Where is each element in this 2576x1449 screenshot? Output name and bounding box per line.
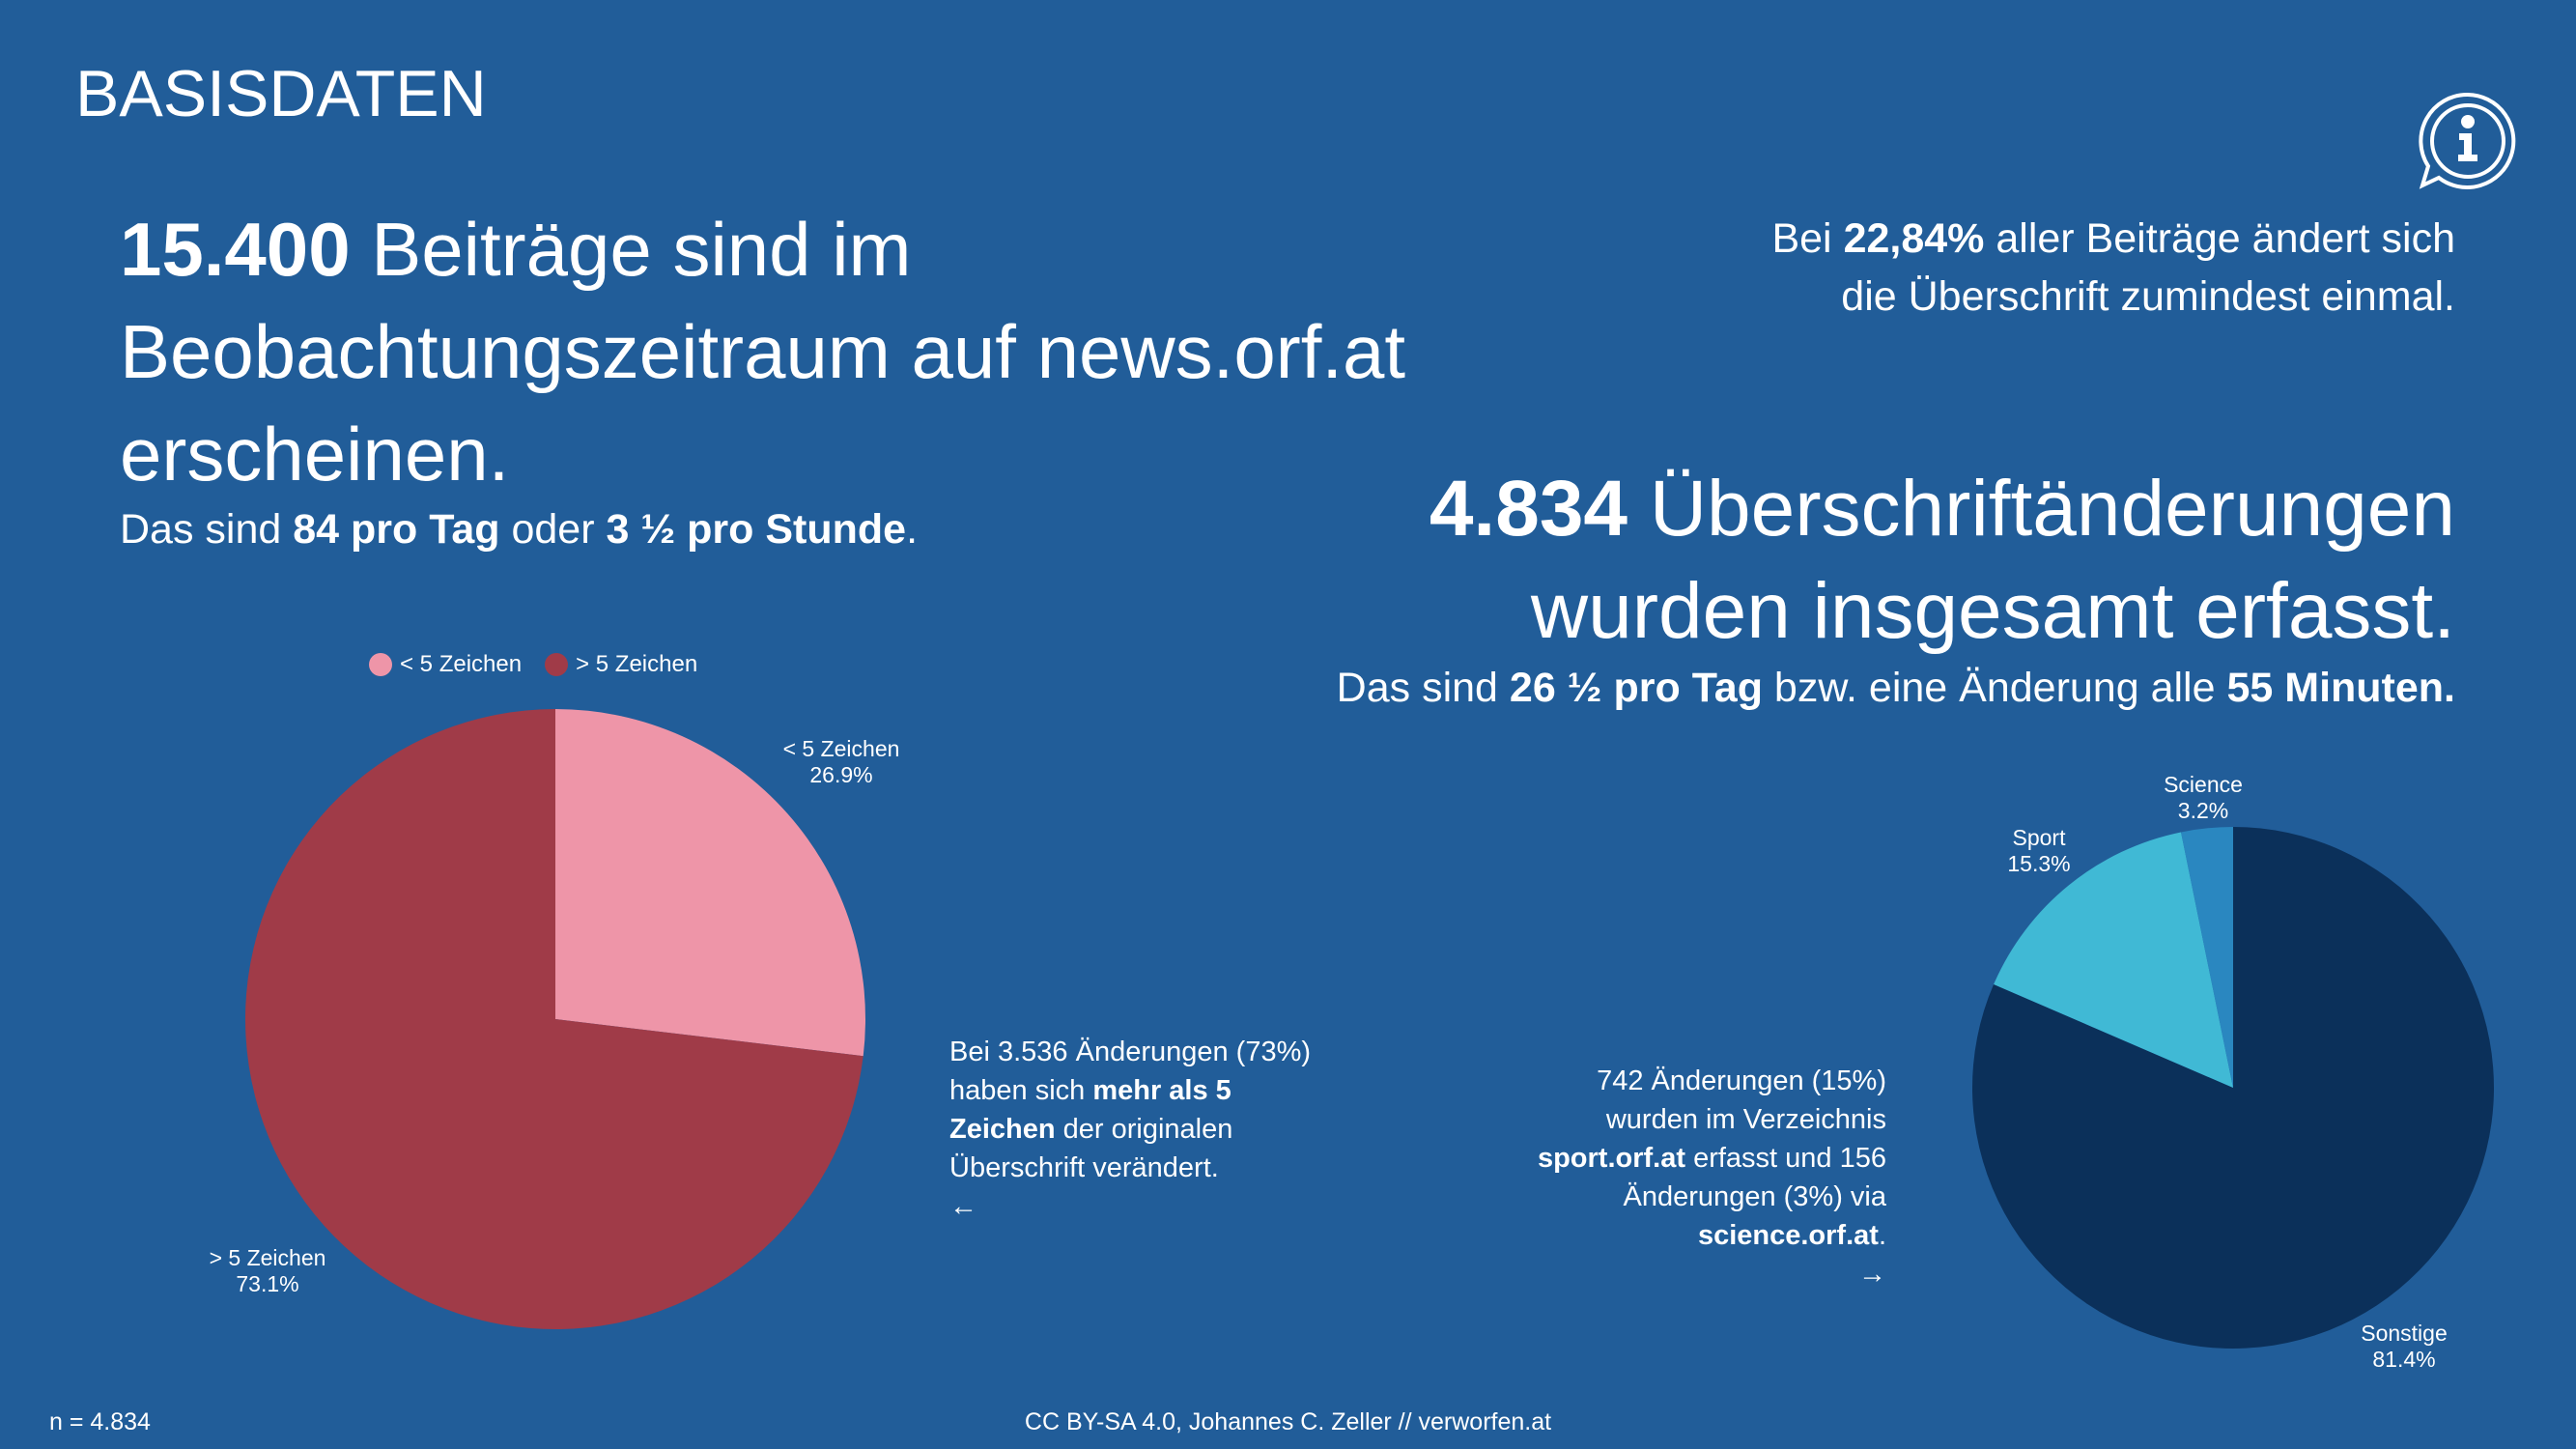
changes-subline: Das sind 26 ½ pro Tag bzw. eine Änderung… [1336,665,2455,711]
slice-label-sport: Sport 15.3% [2007,825,2071,876]
info-speech-bubble-icon [2415,89,2521,195]
license-link[interactable]: CC BY-SA 4.0 [1024,1408,1176,1435]
slice-label-small-changes: < 5 Zeichen 26.9% [782,736,900,787]
page-title: BASISDATEN [75,57,487,130]
change-rate-text: Bei 22,84% aller Beiträge ändert sich di… [1771,215,2455,320]
sample-size: n = 4.834 [49,1408,151,1435]
arrow-right-icon: → [1858,1259,1886,1290]
posts-subline: Das sind 84 pro Tag oder 3 ½ pro Stunde. [120,506,919,553]
changes-headline: 4.834 Überschriftänderungen wurden insge… [1429,465,2455,655]
footer-credit: CC BY-SA 4.0, Johannes C. Zeller // verw… [1024,1408,1552,1435]
pie-slice-5-zeichen [555,709,866,1057]
left-note: Bei 3.536 Änderungen (73%) haben sich me… [949,1033,1311,1226]
pie-slice-sport [1994,832,2233,1088]
pie-slice-5-zeichen [245,709,863,1330]
posts-headline: 15.400 Beiträge sind im Beobachtungszeit… [120,207,1406,497]
pie-slice-science [2181,827,2233,1088]
slice-label-science: Science 3.2% [2164,772,2243,823]
arrow-left-icon: ← [949,1191,977,1222]
legend-item: < 5 Zeichen [369,651,522,678]
legend-item: > 5 Zeichen [545,651,697,678]
chart-legend: < 5 Zeichen > 5 Zeichen [369,651,697,678]
slice-label-large-changes: > 5 Zeichen 73.1% [209,1245,326,1296]
legend-swatch [545,653,569,676]
legend-swatch [369,653,392,676]
right-note: 742 Änderungen (15%) wurden im Verzeichn… [1538,1062,1886,1293]
slice-label-sonstige: Sonstige 81.4% [2361,1321,2448,1372]
